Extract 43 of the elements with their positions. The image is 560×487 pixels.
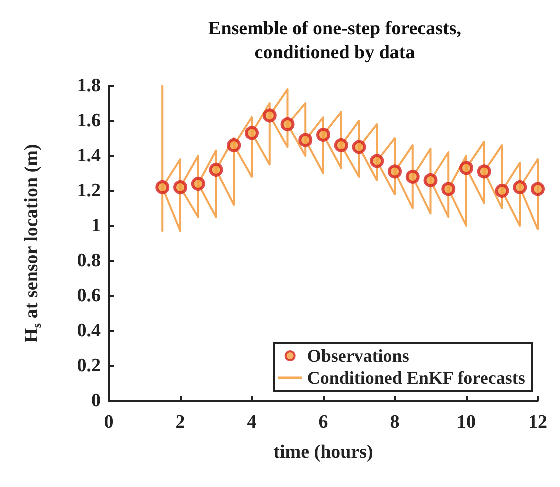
point [334, 138, 348, 152]
x-tick-label: 2 [176, 412, 186, 433]
point [460, 161, 474, 176]
y-tick-label: 1 [92, 216, 101, 236]
point [191, 177, 206, 191]
point [352, 140, 366, 154]
point [227, 138, 242, 152]
y-tick-label: 0.6 [77, 286, 101, 306]
y-tick-label: 1.4 [77, 146, 102, 166]
point [495, 184, 510, 198]
point [424, 174, 438, 188]
point [280, 118, 295, 132]
point [388, 164, 402, 179]
x-tick-label: 8 [390, 412, 400, 433]
point [174, 180, 188, 194]
point [477, 164, 492, 179]
x-tick-label: 10 [457, 412, 476, 433]
y-tick-label: 0.4 [77, 320, 102, 342]
point [156, 180, 170, 194]
y-tick-label: 0 [92, 390, 101, 412]
point [298, 133, 313, 148]
point [209, 163, 224, 177]
x-tick-label: 4 [247, 412, 258, 433]
point [316, 128, 330, 142]
y-tick-label: 1.8 [77, 76, 101, 96]
point [406, 170, 420, 184]
y-tick-label: 0.2 [77, 356, 101, 376]
chart-title: Ensemble of one-step forecasts, conditioned by data [208, 18, 462, 64]
point [245, 126, 259, 140]
point [370, 154, 384, 168]
y-tick-label: 1.2 [77, 180, 101, 202]
x-tick-label: 6 [318, 412, 328, 433]
legend-label: Conditioned EnKF forecasts [307, 368, 526, 388]
x-axis-title: time (hours) [274, 442, 374, 463]
y-tick-label: 0.8 [77, 250, 101, 272]
y-tick-label: 1.6 [77, 110, 101, 132]
y-axis-title: Hs at sensor location (m) [22, 144, 44, 343]
point [531, 182, 545, 196]
x-tick-label: 12 [528, 412, 548, 433]
legend-label: Observations [307, 346, 410, 366]
point [513, 180, 528, 194]
point [442, 182, 456, 196]
point [262, 108, 277, 123]
